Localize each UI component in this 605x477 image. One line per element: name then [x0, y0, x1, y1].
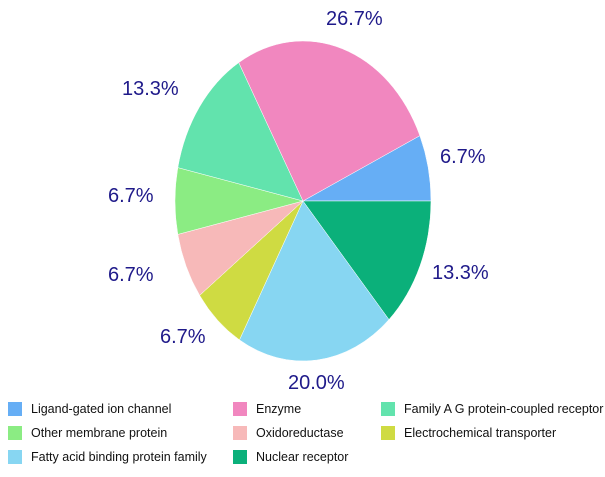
slice-label-fatty-acid-binding-protein-family: 20.0%	[288, 372, 345, 394]
legend-item-electrochemical-transporter: Electrochemical transporter	[381, 426, 556, 440]
legend-label: Ligand-gated ion channel	[31, 402, 172, 416]
slice-label-ligand-gated-ion-channel: 6.7%	[440, 146, 486, 168]
legend-label: Nuclear receptor	[256, 450, 349, 464]
pie-slice-family-a-g-protein-coupled-receptor	[177, 62, 304, 202]
legend-item-family-a-g-protein-coupled-receptor: Family A G protein-coupled receptor	[381, 402, 603, 416]
legend-item-nuclear-receptor: Nuclear receptor	[233, 450, 348, 464]
legend-label: Enzyme	[256, 402, 302, 416]
legend-item-enzyme: Enzyme	[233, 402, 301, 416]
legend-label: Electrochemical transporter	[404, 426, 557, 440]
legend-item-ligand-gated-ion-channel: Ligand-gated ion channel	[8, 402, 171, 416]
pie-slice-fatty-acid-binding-protein-family	[239, 200, 390, 362]
legend-item-fatty-acid-binding-protein-family: Fatty acid binding protein family	[8, 450, 207, 464]
legend-label: Oxidoreductase	[256, 426, 344, 440]
pie-slice-enzyme	[238, 40, 421, 202]
slice-label-electrochemical-transporter: 6.7%	[160, 326, 206, 348]
legend-item-oxidoreductase: Oxidoreductase	[233, 426, 344, 440]
slice-label-enzyme: 26.7%	[326, 8, 383, 30]
legend-swatch	[8, 426, 22, 440]
legend-label: Fatty acid binding protein family	[31, 450, 207, 464]
chart-legend: Ligand-gated ion channel Enzyme Family A G…	[8, 402, 605, 477]
slice-label-oxidoreductase: 6.7%	[108, 264, 154, 286]
legend-swatch	[381, 426, 395, 440]
legend-swatch	[381, 402, 395, 416]
slice-label-family-a-g-protein-coupled-receptor: 13.3%	[122, 78, 179, 100]
legend-swatch	[233, 426, 247, 440]
legend-label: Family A G protein-coupled receptor	[404, 402, 604, 416]
legend-label: Other membrane protein	[31, 426, 168, 440]
legend-swatch	[8, 450, 22, 464]
pie-chart: 6.7% 13.3% 20.0% 6.7% 6.7% 6.7% 13.3% 26.7%	[108, 8, 489, 394]
slice-label-nuclear-receptor: 13.3%	[432, 262, 489, 284]
pie-chart-svg	[174, 40, 432, 362]
pie-slice-nuclear-receptor	[302, 200, 432, 320]
slice-label-other-membrane-protein: 6.7%	[108, 185, 154, 207]
legend-item-other-membrane-protein: Other membrane protein	[8, 426, 167, 440]
legend-swatch	[8, 402, 22, 416]
legend-swatch	[233, 402, 247, 416]
legend-swatch	[233, 450, 247, 464]
